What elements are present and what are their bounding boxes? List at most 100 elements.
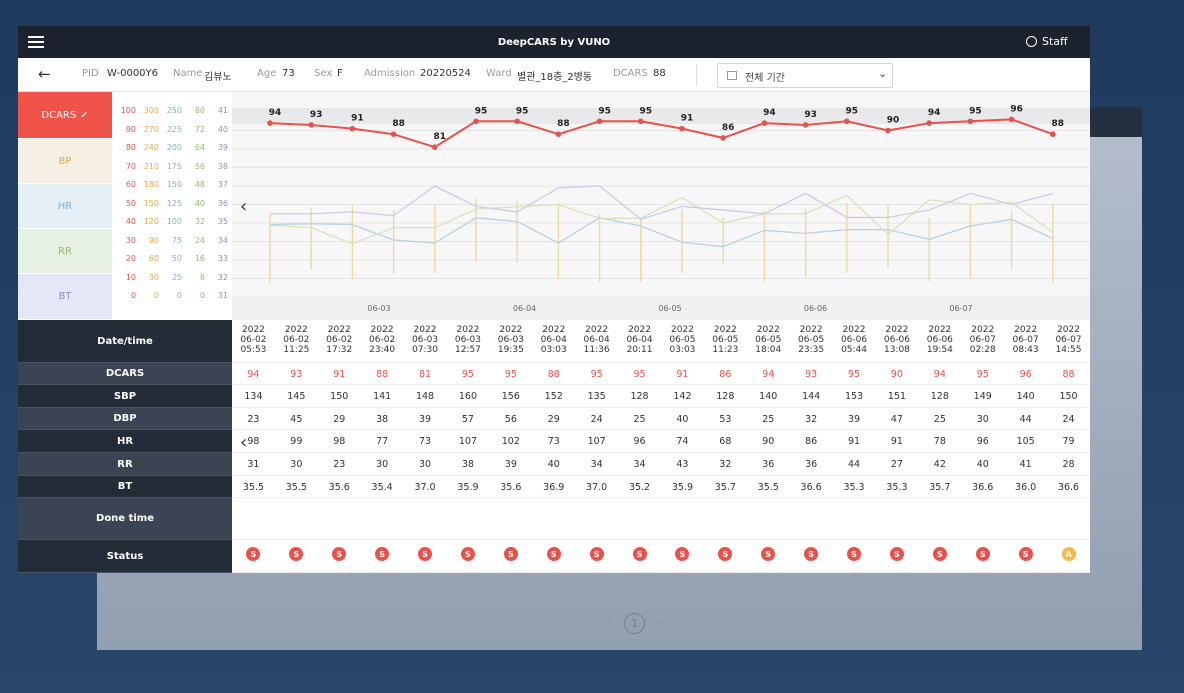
status-badge[interactable]: S (546, 547, 561, 561)
cell: 35.9 (671, 481, 694, 493)
status-badge[interactable]: A (1061, 547, 1076, 561)
field-value: 별관_18층_2병동 (517, 72, 593, 83)
cell: 34 (633, 459, 646, 470)
scale-tick: 75 (171, 235, 182, 245)
cell: 135 (587, 391, 606, 402)
tab[interactable]: DCARS ✓ (18, 92, 112, 139)
scale-column (112, 92, 232, 320)
cell: 35.4 (371, 481, 393, 493)
scale-tick: 40 (217, 124, 228, 134)
cell: 23 (247, 413, 260, 425)
vitals-chart: 94 93 91 88 81 95 95 88 95 95 91 86 94 93 95 90 94 95 96 88… (232, 92, 1090, 320)
page-number[interactable]: 1 (624, 613, 645, 634)
field-value: W-0000Y6 (107, 68, 159, 79)
scale-tick: 40 (125, 217, 136, 226)
dcars-point (720, 135, 726, 141)
cell: 98 (333, 436, 346, 447)
scale-tick: 56 (194, 161, 205, 171)
menu-icon[interactable] (28, 36, 44, 48)
cell: 35.5 (242, 481, 265, 493)
field-label: PID (82, 68, 99, 79)
cell: 35.5 (757, 481, 779, 493)
status-badge[interactable]: S (289, 547, 304, 561)
scale-tick: 31 (217, 291, 228, 300)
cell: 88 (1062, 368, 1075, 380)
status-badge[interactable]: S (975, 547, 990, 561)
dcars-point (555, 131, 562, 137)
status-badge[interactable]: S (804, 547, 819, 561)
tab[interactable]: BP (18, 139, 112, 184)
dcars-point (967, 118, 974, 125)
cell: 148 (415, 391, 435, 402)
dcars-point (349, 125, 356, 132)
scale-tick: 90 (148, 235, 159, 245)
cell: 95 (976, 368, 989, 380)
back-arrow[interactable]: ← (38, 65, 51, 83)
dcars-label: 94 (763, 108, 776, 118)
dcars-point (638, 118, 644, 125)
scale-tick: 72 (194, 124, 205, 134)
status-badge[interactable]: S (847, 547, 862, 561)
scale-tick: 125 (166, 198, 182, 208)
chart-scroll-left[interactable]: ‹ (240, 196, 248, 217)
dcars-label: 88 (557, 119, 570, 129)
status-badge[interactable]: S (675, 547, 690, 561)
time-text: 11:25 (283, 345, 310, 355)
prev-page[interactable]: ‹ (606, 615, 611, 629)
cell: 107 (458, 436, 478, 447)
cell: 91 (890, 436, 903, 447)
tab[interactable]: HR (18, 184, 112, 229)
next-page[interactable]: › (656, 615, 661, 629)
status-badge[interactable]: S (889, 547, 904, 561)
time-text: 2022 (327, 325, 351, 335)
status-badge[interactable]: S (932, 547, 947, 561)
dcars-point (761, 120, 768, 126)
scale-tick: 80 (194, 106, 205, 115)
period-picker[interactable]: 전체 기간 ⌄ (717, 63, 893, 88)
dcars-label: 81 (434, 132, 447, 142)
time-text: 06-06 (883, 335, 911, 345)
tab-label: DCARS (41, 109, 77, 121)
dcars-label: 88 (1052, 119, 1065, 129)
tab-label: HR (57, 200, 73, 212)
time-text: 05:53 (240, 345, 267, 355)
time-text: 20:11 (626, 345, 653, 355)
cell: 24 (590, 413, 603, 425)
cell: 93 (805, 368, 818, 380)
tab[interactable]: BT (18, 274, 112, 320)
tab[interactable]: RR (18, 229, 112, 274)
cell: 78 (933, 436, 946, 447)
dcars-label: 95 (969, 106, 982, 116)
status-badge[interactable]: S (503, 547, 518, 561)
status-badge[interactable]: S (332, 547, 347, 561)
cell: 25 (933, 413, 946, 425)
scale-tick: 0 (199, 291, 205, 300)
status-badge[interactable]: S (246, 547, 261, 561)
hr-line (269, 217, 1054, 248)
cell: 23 (333, 459, 346, 470)
status-badge[interactable]: S (589, 547, 604, 561)
table-scroll-left[interactable]: ‹ (240, 432, 248, 453)
status-badge[interactable]: S (1018, 547, 1033, 561)
status-badge[interactable]: S (718, 547, 733, 561)
rr-line (269, 194, 1054, 245)
time-text: 07:30 (412, 345, 438, 355)
cell: 95 (504, 368, 517, 380)
cell: 31 (247, 459, 260, 470)
field-label: Admission (364, 68, 416, 79)
cell: 99 (290, 436, 303, 447)
status-badge[interactable]: S (761, 547, 776, 561)
cell: 29 (333, 413, 346, 425)
scale-tick: 200 (166, 143, 182, 152)
row-label: Status (18, 540, 232, 573)
row-label: SBP (18, 385, 232, 408)
status-badge[interactable]: S (460, 547, 475, 561)
status-badge[interactable]: S (632, 547, 647, 561)
cell: 38 (461, 459, 474, 470)
scale-tick: 225 (166, 124, 182, 134)
time-text: 23:40 (369, 345, 396, 355)
status-badge[interactable]: S (418, 547, 433, 561)
user-name[interactable]: Staff (1042, 35, 1068, 48)
status-badge[interactable]: S (375, 547, 390, 561)
